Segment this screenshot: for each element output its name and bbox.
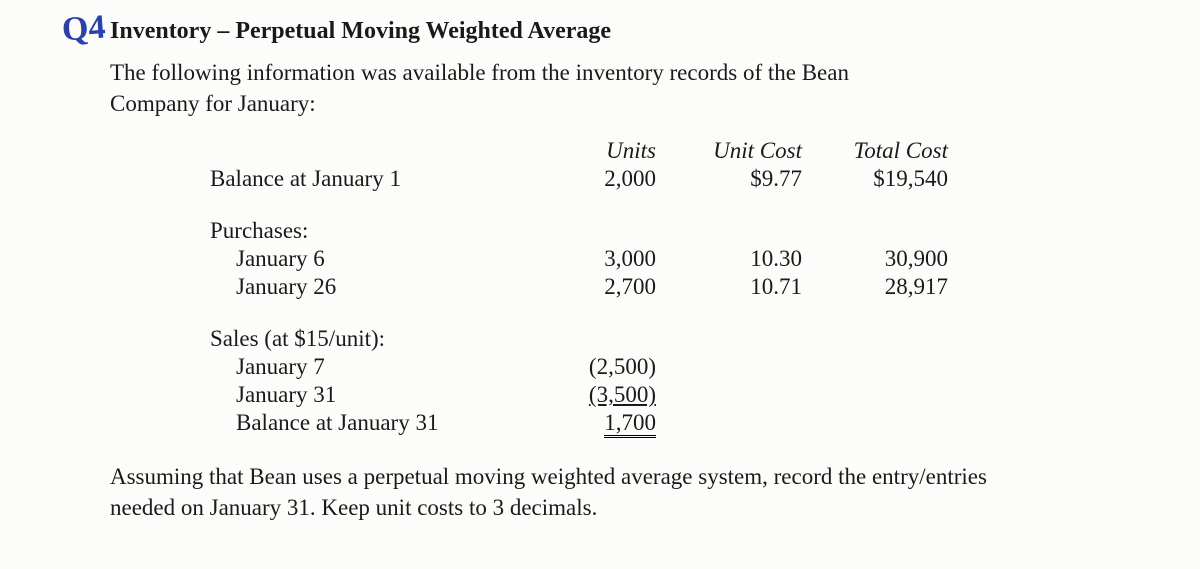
row-label: January 7	[202, 353, 548, 381]
cell-total-cost: 28,917	[810, 273, 956, 301]
intro-paragraph: The following information was available …	[110, 57, 870, 119]
cell-units: 3,000	[548, 245, 664, 273]
table-spacer	[202, 301, 956, 325]
table-spacer	[202, 193, 956, 217]
table-header-row: Units Unit Cost Total Cost	[202, 137, 956, 165]
table-row: January 26 2,700 10.71 28,917	[202, 273, 956, 301]
cell-units: (3,500)	[548, 381, 664, 409]
cell-total-cost: 30,900	[810, 245, 956, 273]
cell-total-cost: $19,540	[810, 165, 956, 193]
table-row: Balance at January 1 2,000 $9.77 $19,540	[202, 165, 956, 193]
table-row: January 31 (3,500)	[202, 381, 956, 409]
header-unit-cost: Unit Cost	[664, 137, 810, 165]
cell-units: 2,700	[548, 273, 664, 301]
row-label: Purchases:	[202, 217, 548, 245]
cell-units: 1,700	[548, 409, 664, 439]
table-row: Sales (at $15/unit):	[202, 325, 956, 353]
row-label: January 6	[202, 245, 548, 273]
table-row: Purchases:	[202, 217, 956, 245]
document-page: Q4 Inventory – Perpetual Moving Weighted…	[0, 0, 1200, 543]
row-label: Balance at January 1	[202, 165, 548, 193]
cell-unit-cost: $9.77	[664, 165, 810, 193]
closing-paragraph: Assuming that Bean uses a perpetual movi…	[110, 461, 990, 523]
header-units: Units	[548, 137, 664, 165]
row-label: January 26	[202, 273, 548, 301]
header-total-cost: Total Cost	[810, 137, 956, 165]
inventory-table: Units Unit Cost Total Cost Balance at Ja…	[202, 137, 956, 439]
row-label: Balance at January 31	[202, 409, 548, 439]
handwritten-annotation: Q4	[61, 11, 107, 48]
row-label: Sales (at $15/unit):	[202, 325, 548, 353]
cell-unit-cost: 10.30	[664, 245, 810, 273]
table-row: January 7 (2,500)	[202, 353, 956, 381]
cell-units: 2,000	[548, 165, 664, 193]
table-row: January 6 3,000 10.30 30,900	[202, 245, 956, 273]
table-row: Balance at January 31 1,700	[202, 409, 956, 439]
title-bold: Inventory – Perpetual Moving Weighted Av…	[110, 18, 611, 44]
document-title: Inventory – Perpetual Moving Weighted Av…	[110, 18, 1140, 45]
cell-units: (2,500)	[548, 353, 664, 381]
cell-unit-cost: 10.71	[664, 273, 810, 301]
row-label: January 31	[202, 381, 548, 409]
